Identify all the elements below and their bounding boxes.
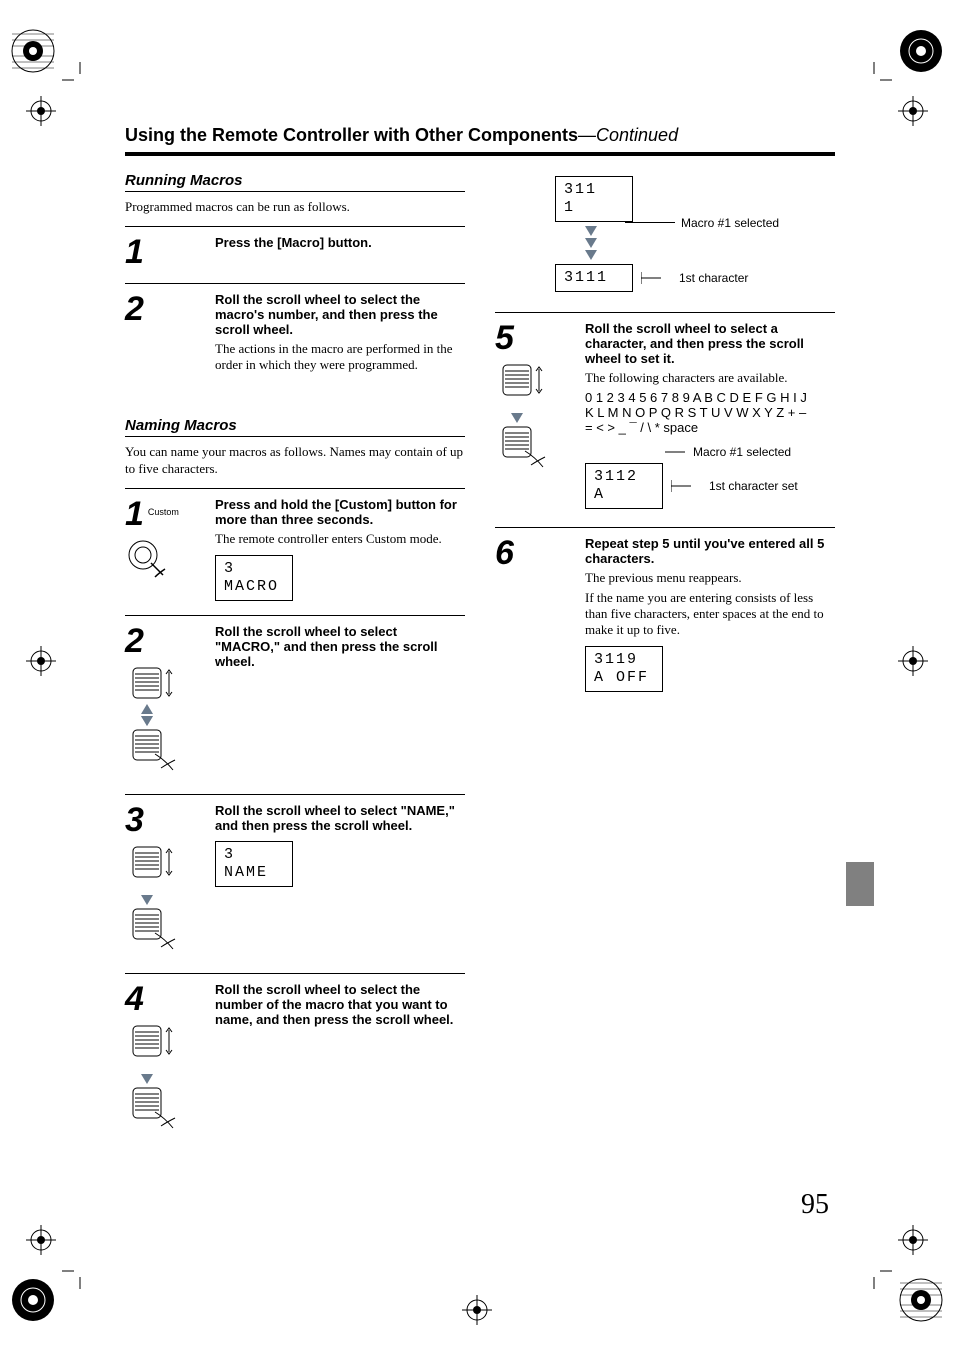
arrow-down-icon bbox=[585, 226, 597, 236]
connector-icon bbox=[641, 268, 671, 288]
naming-macros-title: Naming Macros bbox=[125, 417, 465, 434]
section-tab bbox=[846, 862, 874, 906]
running-step1-num: 1 bbox=[125, 235, 205, 269]
diagram-label: Macro #1 selected bbox=[693, 445, 791, 459]
naming-step2-num: 2 bbox=[125, 624, 205, 780]
step5-diagram: Macro #1 selected 3112 A 1st character s… bbox=[585, 445, 835, 509]
lcd-line: A OFF bbox=[594, 669, 654, 687]
step5-num: 5 bbox=[495, 321, 575, 513]
regmark-mr bbox=[898, 646, 928, 676]
running-macros-title: Running Macros bbox=[125, 172, 465, 189]
lcd-line: 3 bbox=[224, 846, 284, 864]
page-number: 95 bbox=[801, 1189, 829, 1221]
naming-step4-bold: Roll the scroll wheel to select the numb… bbox=[215, 982, 465, 1027]
step5-chars3: = < > _ ¯ / \ * space bbox=[585, 420, 835, 435]
naming-intro: You can name your macros as follows. Nam… bbox=[125, 443, 465, 478]
naming-step3-lcd: 3 NAME bbox=[215, 841, 293, 887]
cropmark-tr bbox=[856, 62, 892, 98]
custom-button-icon bbox=[125, 537, 205, 587]
step6-plain2: If the name you are entering consists of… bbox=[585, 590, 835, 638]
diagram-label: 1st character bbox=[679, 271, 748, 285]
naming-step1-bold: Press and hold the [Custom] button for m… bbox=[215, 497, 465, 527]
naming-step2-num-val: 2 bbox=[125, 622, 144, 660]
lcd-line: 3111 bbox=[564, 269, 624, 287]
running-step1-text: Press the [Macro] button. bbox=[215, 235, 465, 250]
naming-step1-num-val: 1 bbox=[125, 495, 144, 533]
regmark-tl bbox=[26, 96, 56, 126]
naming-step3-num-val: 3 bbox=[125, 801, 144, 839]
naming-step1-plain: The remote controller enters Custom mode… bbox=[215, 531, 465, 547]
diagram-label: Macro #1 selected bbox=[681, 216, 779, 230]
step6-lcd: 3119 A OFF bbox=[585, 646, 663, 692]
scroll-wheel-icon bbox=[125, 664, 205, 780]
target-tl bbox=[10, 28, 56, 74]
lcd-line: 1 bbox=[564, 199, 624, 217]
target-tr bbox=[898, 28, 944, 74]
diagram-label: 1st character set bbox=[709, 479, 798, 493]
step5-num-val: 5 bbox=[495, 319, 514, 357]
cropmark-br bbox=[856, 1253, 892, 1289]
arrow-down-icon bbox=[585, 250, 597, 260]
step6-num: 6 bbox=[495, 536, 575, 692]
running-intro: Programmed macros can be run as follows. bbox=[125, 198, 465, 216]
running-step2-num: 2 bbox=[125, 292, 205, 373]
custom-label: Custom bbox=[148, 507, 179, 517]
step5-chars2: K L M N O P Q R S T U V W X Y Z + – bbox=[585, 405, 835, 420]
regmark-bl bbox=[26, 1225, 56, 1255]
step4-diagram: 311 1 Macro #1 selected 3111 bbox=[495, 176, 835, 292]
step5-chars1: 0 1 2 3 4 5 6 7 8 9 A B C D E F G H I J bbox=[585, 390, 835, 405]
naming-step3-num: 3 bbox=[125, 803, 205, 959]
lcd-line: NAME bbox=[224, 864, 284, 882]
heading-main: Using the Remote Controller with Other C… bbox=[125, 125, 578, 145]
regmark-tr bbox=[898, 96, 928, 126]
step5-bold: Roll the scroll wheel to select a charac… bbox=[585, 321, 835, 366]
scroll-wheel-icon bbox=[125, 843, 205, 959]
naming-rule bbox=[125, 436, 465, 437]
cropmark-tl bbox=[62, 62, 98, 98]
naming-step1-lcd: 3 MACRO bbox=[215, 555, 293, 601]
regmark-bc bbox=[462, 1295, 492, 1325]
lcd-line: 3119 bbox=[594, 651, 654, 669]
target-bl bbox=[10, 1277, 56, 1323]
scroll-wheel-icon bbox=[125, 1022, 205, 1138]
running-step2-bold: Roll the scroll wheel to select the macr… bbox=[215, 292, 465, 337]
lcd-line: 3112 bbox=[594, 468, 654, 486]
connector-icon bbox=[665, 445, 685, 459]
scroll-wheel-icon bbox=[495, 361, 575, 477]
arrow-down-icon bbox=[585, 238, 597, 248]
lcd-line: MACRO bbox=[224, 578, 284, 596]
running-rule bbox=[125, 191, 465, 192]
naming-step4-num-val: 4 bbox=[125, 980, 144, 1018]
naming-step3-bold: Roll the scroll wheel to select "NAME," … bbox=[215, 803, 465, 833]
running-step2-plain: The actions in the macro are performed i… bbox=[215, 341, 465, 373]
step6-bold: Repeat step 5 until you've entered all 5… bbox=[585, 536, 835, 566]
heading-rule bbox=[125, 152, 835, 156]
target-br bbox=[898, 1277, 944, 1323]
naming-step4-num: 4 bbox=[125, 982, 205, 1138]
lcd-line: 311 bbox=[564, 181, 624, 199]
step6-plain1: The previous menu reappears. bbox=[585, 570, 835, 586]
lcd-line: 3 bbox=[224, 560, 284, 578]
cropmark-bl bbox=[62, 1253, 98, 1289]
naming-step1-num: 1 Custom bbox=[125, 497, 205, 601]
naming-step2-bold: Roll the scroll wheel to select "MACRO,"… bbox=[215, 624, 465, 669]
heading-suffix: —Continued bbox=[578, 125, 678, 145]
page-heading: Using the Remote Controller with Other C… bbox=[125, 125, 835, 146]
lcd-line: A bbox=[594, 486, 654, 504]
connector-icon bbox=[671, 476, 701, 496]
step5-plain: The following characters are available. bbox=[585, 370, 835, 386]
regmark-br bbox=[898, 1225, 928, 1255]
regmark-ml bbox=[26, 646, 56, 676]
